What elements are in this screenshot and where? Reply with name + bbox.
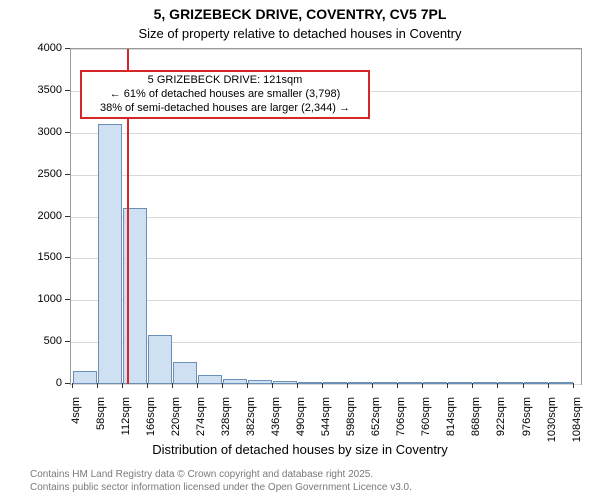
histogram-bar xyxy=(248,380,272,384)
x-tick-label: 436sqm xyxy=(270,397,282,457)
x-tick-label: 112sqm xyxy=(120,397,132,457)
x-tick xyxy=(97,383,98,388)
histogram-bar xyxy=(98,124,122,384)
x-tick xyxy=(472,383,473,388)
x-tick-label: 220sqm xyxy=(170,397,182,457)
gridline xyxy=(71,175,581,176)
x-tick xyxy=(297,383,298,388)
histogram-bar xyxy=(73,371,97,384)
x-tick-label: 58sqm xyxy=(95,397,107,457)
y-tick-label: 0 xyxy=(20,377,62,389)
x-tick-label: 652sqm xyxy=(370,397,382,457)
y-tick xyxy=(65,257,70,258)
x-tick xyxy=(72,383,73,388)
histogram-bar xyxy=(273,381,297,384)
x-tick xyxy=(122,383,123,388)
x-tick-label: 598sqm xyxy=(345,397,357,457)
x-tick-label: 1084sqm xyxy=(571,397,583,457)
histogram-bar xyxy=(223,379,247,384)
annotation-line: 5 GRIZEBECK DRIVE: 121sqm xyxy=(88,74,362,88)
histogram-bar xyxy=(323,382,347,384)
histogram-bar xyxy=(348,382,372,384)
x-tick xyxy=(548,383,549,388)
y-tick-label: 1500 xyxy=(20,251,62,263)
x-tick xyxy=(197,383,198,388)
annotation-box: 5 GRIZEBECK DRIVE: 121sqm← 61% of detach… xyxy=(80,70,370,119)
x-tick-label: 760sqm xyxy=(420,397,432,457)
x-tick-label: 274sqm xyxy=(195,397,207,457)
x-tick xyxy=(172,383,173,388)
y-tick xyxy=(65,383,70,384)
x-tick xyxy=(573,383,574,388)
x-tick xyxy=(347,383,348,388)
x-tick xyxy=(272,383,273,388)
histogram-bar xyxy=(473,382,497,384)
x-tick-label: 166sqm xyxy=(145,397,157,457)
histogram-bar xyxy=(498,382,522,384)
histogram-bar xyxy=(524,382,548,384)
y-tick xyxy=(65,174,70,175)
attribution-text: Contains HM Land Registry data © Crown c… xyxy=(30,469,590,494)
histogram-bar xyxy=(148,335,172,384)
gridline xyxy=(71,300,581,301)
histogram-bar xyxy=(173,362,197,384)
chart-subtitle: Size of property relative to detached ho… xyxy=(0,26,600,41)
x-tick-label: 382sqm xyxy=(245,397,257,457)
annotation-line: ← 61% of detached houses are smaller (3,… xyxy=(88,88,362,102)
x-tick xyxy=(497,383,498,388)
histogram-bar xyxy=(373,382,397,384)
x-tick-label: 1030sqm xyxy=(546,397,558,457)
y-tick-label: 2500 xyxy=(20,168,62,180)
y-tick-label: 500 xyxy=(20,335,62,347)
histogram-bar xyxy=(298,382,322,385)
histogram-bar xyxy=(423,382,447,384)
x-tick-label: 706sqm xyxy=(395,397,407,457)
y-tick xyxy=(65,216,70,217)
x-tick xyxy=(222,383,223,388)
x-tick xyxy=(523,383,524,388)
x-tick xyxy=(397,383,398,388)
y-tick-label: 1000 xyxy=(20,293,62,305)
y-tick xyxy=(65,48,70,49)
gridline xyxy=(71,258,581,259)
histogram-bar xyxy=(549,382,573,384)
x-tick-label: 976sqm xyxy=(521,397,533,457)
y-tick xyxy=(65,299,70,300)
y-tick xyxy=(65,132,70,133)
x-tick xyxy=(322,383,323,388)
x-tick-label: 868sqm xyxy=(470,397,482,457)
histogram-bar xyxy=(448,382,472,384)
x-tick-label: 814sqm xyxy=(445,397,457,457)
chart-container: 5, GRIZEBECK DRIVE, COVENTRY, CV5 7PL Si… xyxy=(0,0,600,500)
x-tick-label: 490sqm xyxy=(295,397,307,457)
histogram-bar xyxy=(398,382,422,384)
x-tick xyxy=(147,383,148,388)
x-tick-label: 328sqm xyxy=(220,397,232,457)
gridline xyxy=(71,49,581,50)
gridline xyxy=(71,133,581,134)
annotation-line: 38% of semi-detached houses are larger (… xyxy=(88,102,362,116)
x-tick-label: 922sqm xyxy=(495,397,507,457)
chart-title: 5, GRIZEBECK DRIVE, COVENTRY, CV5 7PL xyxy=(0,6,600,22)
y-tick xyxy=(65,90,70,91)
y-tick-label: 3000 xyxy=(20,126,62,138)
gridline xyxy=(71,217,581,218)
histogram-bar xyxy=(198,375,222,384)
y-tick-label: 4000 xyxy=(20,42,62,54)
y-tick-label: 2000 xyxy=(20,210,62,222)
y-tick-label: 3500 xyxy=(20,84,62,96)
x-tick xyxy=(422,383,423,388)
x-tick-label: 544sqm xyxy=(320,397,332,457)
x-tick xyxy=(447,383,448,388)
x-tick xyxy=(372,383,373,388)
x-tick xyxy=(247,383,248,388)
x-tick-label: 4sqm xyxy=(70,397,82,457)
y-tick xyxy=(65,341,70,342)
